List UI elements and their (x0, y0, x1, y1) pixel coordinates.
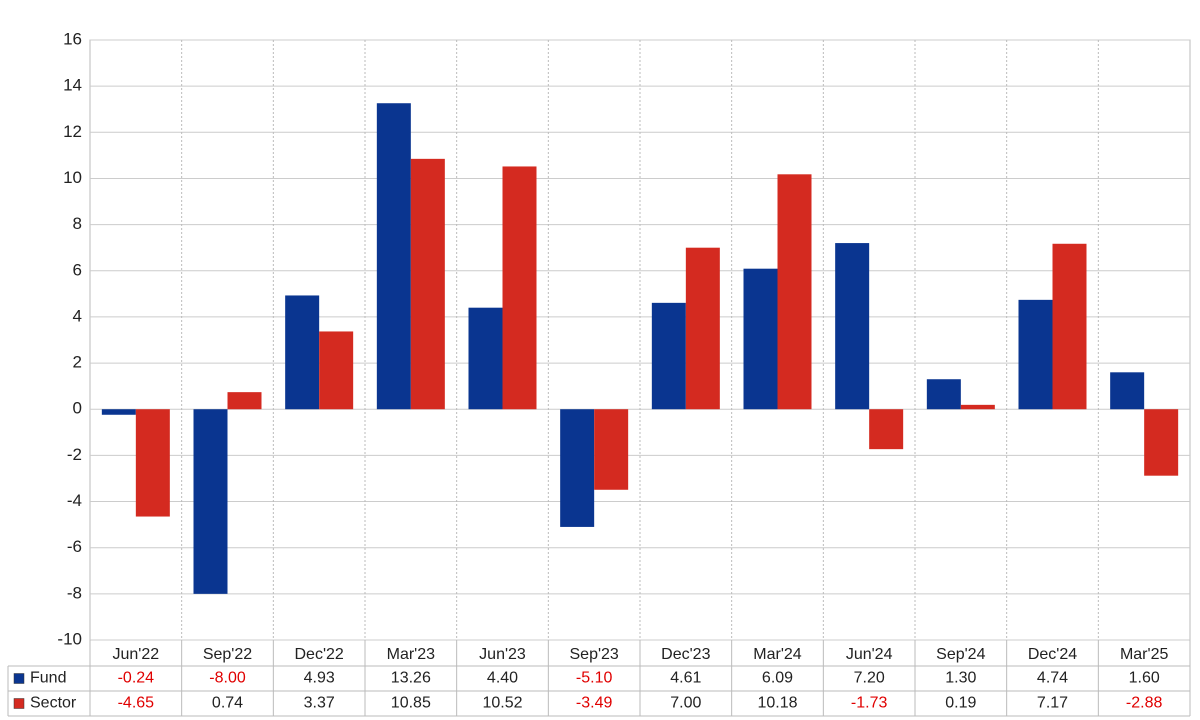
bar (410, 158, 445, 410)
legend-swatch (13, 673, 25, 684)
bar (227, 392, 262, 410)
data-label: 1.30 (945, 670, 976, 687)
data-label: 10.18 (757, 695, 797, 712)
bar (869, 409, 904, 450)
data-label: 0.19 (945, 695, 976, 712)
x-tick-label: Sep'22 (203, 646, 252, 663)
legend-swatch (13, 698, 25, 709)
data-label: -3.49 (576, 695, 613, 712)
data-label: -2.88 (1126, 695, 1163, 712)
data-label: 7.20 (854, 670, 885, 687)
bar (193, 409, 228, 594)
y-tick-label: 14 (63, 76, 82, 95)
y-tick-label: -8 (67, 583, 82, 602)
bar (743, 268, 778, 410)
y-tick-label: 4 (73, 306, 82, 325)
x-tick-label: Jun'22 (113, 646, 160, 663)
bar (594, 409, 629, 490)
data-label: 10.85 (391, 695, 431, 712)
y-tick-label: -10 (57, 629, 82, 648)
data-table: Jun'22 Sep'22 Dec'22 Mar'23 Jun'23 Sep'23 Dec'… (7, 640, 1191, 717)
data-label: 3.37 (304, 695, 335, 712)
bar (502, 166, 537, 410)
x-tick-label: Jun'23 (479, 646, 526, 663)
bar (1018, 299, 1053, 410)
data-label: 13.26 (391, 670, 431, 687)
y-tick-label: -2 (67, 445, 82, 464)
bar (1052, 243, 1087, 410)
bar (960, 404, 995, 410)
data-label: -5.10 (576, 670, 613, 687)
legend-label: Fund (30, 670, 66, 687)
x-tick-label: Sep'24 (936, 646, 985, 663)
data-label: -4.65 (118, 695, 155, 712)
x-tick-label: Jun'24 (846, 646, 893, 663)
data-label: 7.00 (670, 695, 701, 712)
bar (560, 409, 595, 527)
x-tick-label: Dec'22 (295, 646, 344, 663)
x-tick-label: Mar'23 (387, 646, 436, 663)
x-tick-label: Dec'23 (661, 646, 710, 663)
y-tick-label: 8 (73, 214, 82, 233)
x-tick-label: Sep'23 (570, 646, 619, 663)
y-tick-label: 10 (63, 168, 82, 187)
y-tick-label: 2 (73, 353, 82, 372)
data-label: 0.74 (212, 695, 243, 712)
data-label: -0.24 (118, 670, 155, 687)
bar (685, 247, 720, 410)
data-label: -1.73 (851, 695, 888, 712)
data-label: 6.09 (762, 670, 793, 687)
data-label: 4.93 (304, 670, 335, 687)
y-tick-label: -6 (67, 537, 82, 556)
y-tick-label: 16 (63, 29, 82, 48)
y-tick-label: 6 (73, 260, 82, 279)
data-label: 4.40 (487, 670, 518, 687)
data-label: 7.17 (1037, 695, 1068, 712)
x-tick-label: Mar'25 (1120, 646, 1169, 663)
y-tick-label: 12 (63, 122, 82, 141)
data-label: 1.60 (1129, 670, 1160, 687)
data-label: 4.61 (670, 670, 701, 687)
y-tick-label: -4 (67, 491, 82, 510)
bar (835, 243, 870, 410)
data-label: 10.52 (482, 695, 522, 712)
data-label: 4.74 (1037, 670, 1068, 687)
bar (777, 174, 812, 410)
legend-label: Sector (30, 695, 77, 712)
bar (135, 409, 170, 517)
bar (468, 307, 503, 410)
bar (319, 331, 354, 410)
bar (376, 103, 411, 410)
bar (285, 295, 320, 410)
bar (651, 302, 686, 410)
bar (1144, 409, 1179, 476)
y-tick-label: 0 (73, 399, 82, 418)
x-tick-label: Mar'24 (753, 646, 802, 663)
bar (926, 379, 961, 410)
bar (101, 409, 136, 415)
bar (1110, 372, 1145, 410)
x-tick-label: Dec'24 (1028, 646, 1077, 663)
data-label: -8.00 (209, 670, 246, 687)
